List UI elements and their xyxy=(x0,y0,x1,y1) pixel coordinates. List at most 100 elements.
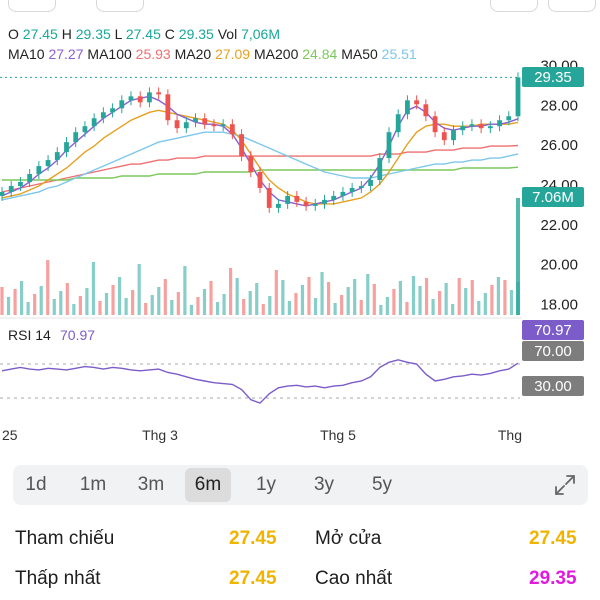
price-tick-label: 20.00 xyxy=(540,257,578,274)
volume-bar xyxy=(509,290,514,315)
volume-bar xyxy=(326,282,331,315)
top-controls xyxy=(0,0,600,14)
candle-body xyxy=(487,126,493,129)
volume-bar xyxy=(287,301,291,315)
candle-body xyxy=(0,191,5,196)
volume-bar xyxy=(39,286,43,315)
candle-body xyxy=(54,152,60,161)
range-3y-button[interactable]: 3y xyxy=(313,474,335,495)
close-label: C xyxy=(164,26,175,42)
ma10-value: 27.27 xyxy=(48,46,84,62)
candle-body xyxy=(128,96,134,101)
open-label: O xyxy=(8,26,19,42)
candle-body xyxy=(64,142,69,153)
volume-bar xyxy=(111,285,115,315)
volume-bar xyxy=(137,264,141,315)
volume-bar xyxy=(196,297,200,315)
volume-bar xyxy=(353,279,357,315)
volume-bar xyxy=(496,277,501,315)
volume-bar xyxy=(65,283,69,315)
candle-body xyxy=(45,160,51,167)
range-1m-button[interactable]: 1m xyxy=(79,474,107,495)
high-value: 29.35 xyxy=(75,26,111,42)
range-1y-button[interactable]: 1y xyxy=(255,474,277,495)
volume-bar xyxy=(457,278,461,315)
candle-body xyxy=(451,130,456,141)
candle-body xyxy=(460,126,466,131)
volume-bar xyxy=(144,303,148,315)
high-price-label: Cao nhất xyxy=(315,568,393,589)
low-price-value: 27.45 xyxy=(229,568,277,589)
candle-body xyxy=(441,132,447,141)
volume-bar xyxy=(490,285,494,315)
volume-bar xyxy=(52,299,56,315)
candle-body xyxy=(322,199,327,204)
candle-body xyxy=(248,156,254,173)
top-control-button[interactable] xyxy=(8,0,56,12)
candle-body xyxy=(331,195,337,200)
price-chart[interactable]: 30.0028.0026.0024.0022.0020.0018.0029.35… xyxy=(0,60,600,450)
candle-body xyxy=(119,100,125,109)
volume-bar xyxy=(281,280,285,315)
volume-bar xyxy=(405,302,409,315)
volume-bar xyxy=(470,280,474,315)
range-1d-button[interactable]: 1d xyxy=(25,474,47,495)
volume-bar xyxy=(379,305,383,315)
candle-body xyxy=(193,118,198,123)
open-price-label: Mở cửa xyxy=(315,528,382,549)
candle-body xyxy=(82,126,88,133)
range-5y-button[interactable]: 5y xyxy=(371,474,393,495)
ma20-label: MA20 xyxy=(174,46,212,62)
x-axis-label: Thg xyxy=(498,427,522,443)
volume-bar xyxy=(477,301,481,315)
candle-body xyxy=(515,77,521,117)
rsi-value-tag xyxy=(522,320,584,340)
volume-bar xyxy=(444,283,448,315)
close-value: 29.35 xyxy=(178,26,214,42)
volume-bar xyxy=(307,277,311,315)
high-price-value: 29.35 xyxy=(529,568,577,589)
range-6m-button[interactable]: 6m xyxy=(185,468,231,502)
volume-bar xyxy=(6,297,11,315)
volume-bar xyxy=(222,294,226,315)
volume-bar xyxy=(483,293,487,315)
volume-bar xyxy=(13,289,17,315)
candle-body xyxy=(423,104,429,117)
volume-bar xyxy=(438,291,442,315)
candle-body xyxy=(312,203,318,206)
candle-body xyxy=(36,166,42,175)
expand-icon[interactable] xyxy=(552,472,578,498)
ma20-value: 27.09 xyxy=(215,46,251,62)
volume-bar xyxy=(19,281,24,315)
top-control-button[interactable] xyxy=(490,0,538,12)
volume-bar xyxy=(157,287,161,315)
volume-bar xyxy=(242,299,246,315)
volume-bar xyxy=(372,284,376,315)
ma50-label: MA50 xyxy=(341,46,378,62)
volume-bar xyxy=(268,296,272,315)
range-3m-button[interactable]: 3m xyxy=(137,474,165,495)
ma50-line xyxy=(1,131,519,201)
candle-body xyxy=(478,124,484,129)
volume-bar xyxy=(183,266,187,315)
top-control-button[interactable] xyxy=(548,0,596,12)
ma200-label: MA200 xyxy=(254,46,299,62)
volume-bar xyxy=(503,280,507,315)
ohlc-readout: O 27.45 H 29.35 L 27.45 C 29.35 Vol 7,06… xyxy=(8,26,280,42)
candle-body xyxy=(229,124,235,135)
candle-body xyxy=(405,100,410,115)
volume-bar xyxy=(215,302,220,315)
candle-body xyxy=(100,112,106,119)
candle-body xyxy=(358,185,364,188)
volume-bar xyxy=(294,293,298,315)
volume-bar xyxy=(170,300,174,315)
candle-body xyxy=(469,124,475,127)
top-control-button[interactable] xyxy=(96,0,144,12)
volume-bar xyxy=(385,297,389,315)
reference-price-label: Tham chiếu xyxy=(15,528,115,549)
volume-bar xyxy=(117,277,122,315)
candle-body xyxy=(73,132,79,143)
volume-bar xyxy=(274,270,278,315)
open-price-value: 27.45 xyxy=(529,528,577,549)
ma100-value: 25.93 xyxy=(135,46,171,62)
